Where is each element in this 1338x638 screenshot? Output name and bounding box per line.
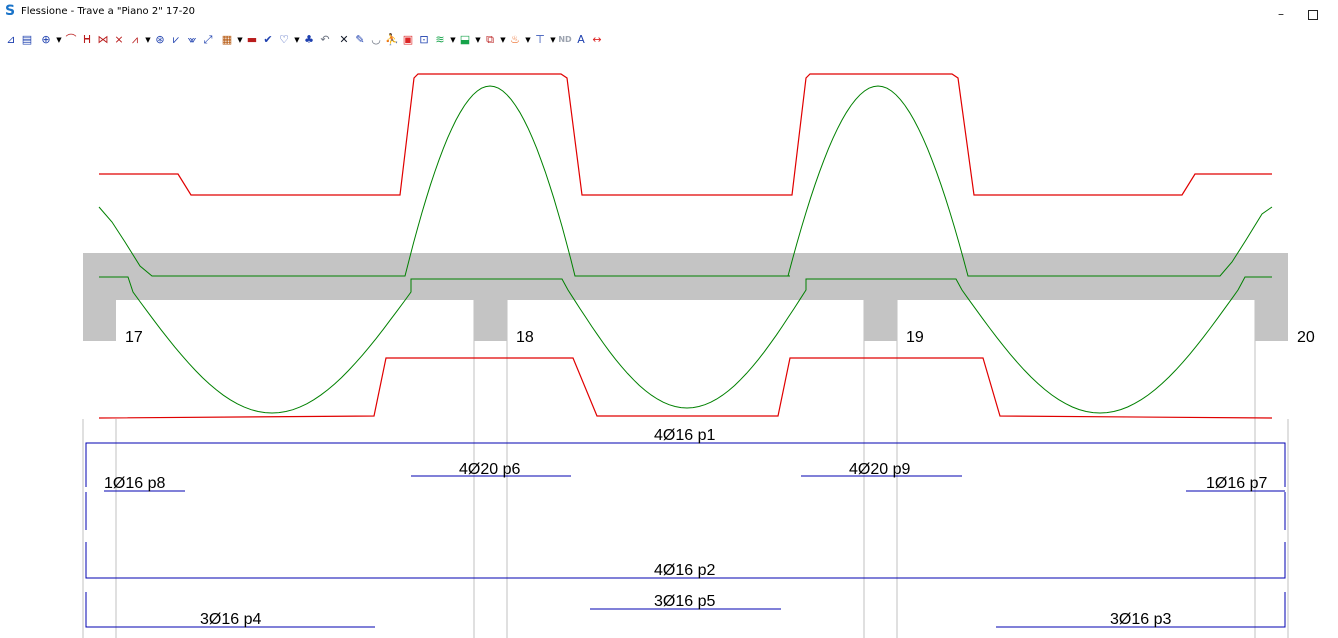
arc-icon[interactable]: ◡: [371, 33, 381, 46]
support-label-18: 18: [516, 329, 534, 346]
pin-icon[interactable]: ⊿: [6, 33, 16, 46]
rebar-p1: [85, 442, 1286, 487]
close-icon[interactable]: ✕: [339, 33, 349, 46]
curve-stirrup-icon[interactable]: ᕼ: [82, 33, 92, 46]
diagram-zoom-icon[interactable]: ⊛: [155, 33, 165, 46]
moment-curves: [98, 85, 1273, 414]
dropdown-arrow-icon[interactable]: ▼: [56, 36, 62, 44]
beam-elevation: [83, 253, 1288, 341]
window-title: Flessione - Trave a "Piano 2" 17-20: [21, 6, 196, 17]
bottom-moment-curve: [99, 276, 1272, 414]
bar-label-p1: 4Ø16 p1: [654, 427, 715, 444]
top-envelope: [99, 73, 1272, 196]
panel-icon[interactable]: ▤: [21, 33, 33, 46]
undo-icon[interactable]: ↶: [320, 33, 330, 46]
rainbow-icon[interactable]: ≋: [435, 33, 445, 46]
diagram-icon[interactable]: ⩘: [131, 33, 139, 46]
bar-label-p2: 4Ø16 p2: [654, 562, 715, 579]
bar-label-p3: 3Ø16 p3: [1110, 611, 1171, 628]
support-column-18: [474, 298, 507, 341]
maximize-button[interactable]: [1299, 4, 1327, 24]
layers-icon[interactable]: ⊡: [419, 33, 429, 46]
resistance-envelopes: [98, 73, 1273, 419]
dropdown-arrow-icon[interactable]: ▼: [450, 36, 456, 44]
nd-icon[interactable]: ND: [558, 35, 572, 44]
rebar-icon[interactable]: ▬: [246, 33, 258, 46]
bar-label-p7: 1Ø16 p7: [1206, 475, 1267, 492]
top-moment-curve: [98, 85, 1273, 277]
diagram-b-icon[interactable]: ⩖: [187, 33, 197, 46]
dropdown-arrow-icon[interactable]: ▼: [500, 36, 506, 44]
bar-label-p5: 3Ø16 p5: [654, 593, 715, 610]
check-icon[interactable]: ✔: [263, 33, 273, 46]
figure-icon[interactable]: ⛹: [385, 33, 399, 46]
dropdown-arrow-icon[interactable]: ▼: [525, 36, 531, 44]
text-icon[interactable]: A: [577, 33, 585, 46]
resize-icon[interactable]: ⤢: [203, 33, 213, 46]
zoom-icon[interactable]: ⊕: [41, 33, 51, 46]
support-column-17: [83, 298, 116, 341]
support-label-20: 20: [1297, 329, 1315, 346]
chart-icon[interactable]: ⧉: [486, 33, 494, 46]
bar-label-p6: 4Ø20 p6: [459, 461, 520, 478]
minimize-button[interactable]: –: [1278, 7, 1284, 21]
title-bar: S Flessione - Trave a "Piano 2" 17-20 –: [0, 0, 1338, 32]
bar-label-p4: 3Ø16 p4: [200, 611, 261, 628]
rebar-p3: [996, 592, 1286, 628]
support-label-19: 19: [906, 329, 924, 346]
rebar-p4: [85, 592, 375, 628]
support-column-20: [1255, 298, 1288, 341]
drawing-labels: 17 18 19 20 4Ø16 p1 4Ø20 p6 4Ø20 p9 1Ø16…: [104, 329, 1315, 628]
toolbar: ⊿ ▤ ⊕ ▼ ⌒ ᕼ ⋈ ⨯ ⩘ ▼ ⊛ ⩗ ⩖ ⤢ ▦ ▼ ▬ ✔ ♡ ▼ ♣ ↶ ✕ ✎ ◡ ⛹ ▣ ⊡ ≋ ▼ ⬓ ▼ ⧉ ▼ ♨ ▼ ⊤ ▼ ND…: [0, 32, 1338, 50]
curve-icon[interactable]: ⌒: [65, 33, 77, 46]
bottom-envelope: [98, 357, 1273, 419]
grid-lines: [82, 300, 1289, 638]
shield-icon[interactable]: ♡: [279, 33, 289, 46]
diagram-a-icon[interactable]: ⩗: [172, 33, 180, 46]
support-column-19: [864, 298, 897, 341]
bar-label-p9: 4Ø20 p9: [849, 461, 910, 478]
crossed-curve-icon[interactable]: ⋈: [97, 33, 109, 46]
dropdown-arrow-icon[interactable]: ▼: [475, 36, 481, 44]
beam-section-icon[interactable]: ⊤: [535, 33, 545, 46]
maximize-icon: [1308, 9, 1318, 20]
rebar-p2: [85, 542, 1286, 579]
span-icon[interactable]: ↔: [592, 33, 602, 46]
red-box-icon[interactable]: ▣: [402, 33, 414, 46]
app-icon: S: [5, 3, 16, 19]
dropdown-arrow-icon[interactable]: ▼: [294, 36, 300, 44]
report-icon[interactable]: ▦: [221, 33, 233, 46]
dropdown-arrow-icon[interactable]: ▼: [550, 36, 556, 44]
dropdown-arrow-icon[interactable]: ▼: [145, 36, 151, 44]
export-icon[interactable]: ⬓: [459, 33, 471, 46]
rebar-lines: [85, 442, 1286, 628]
bar-label-p8: 1Ø16 p8: [104, 475, 165, 492]
tree-icon[interactable]: ♣: [304, 33, 314, 46]
support-label-17: 17: [125, 329, 143, 346]
crossed-curve-2-icon[interactable]: ⨯: [114, 33, 124, 46]
dropdown-arrow-icon[interactable]: ▼: [237, 36, 243, 44]
pen-icon[interactable]: ✎: [355, 33, 365, 46]
fire-icon[interactable]: ♨: [510, 33, 520, 46]
